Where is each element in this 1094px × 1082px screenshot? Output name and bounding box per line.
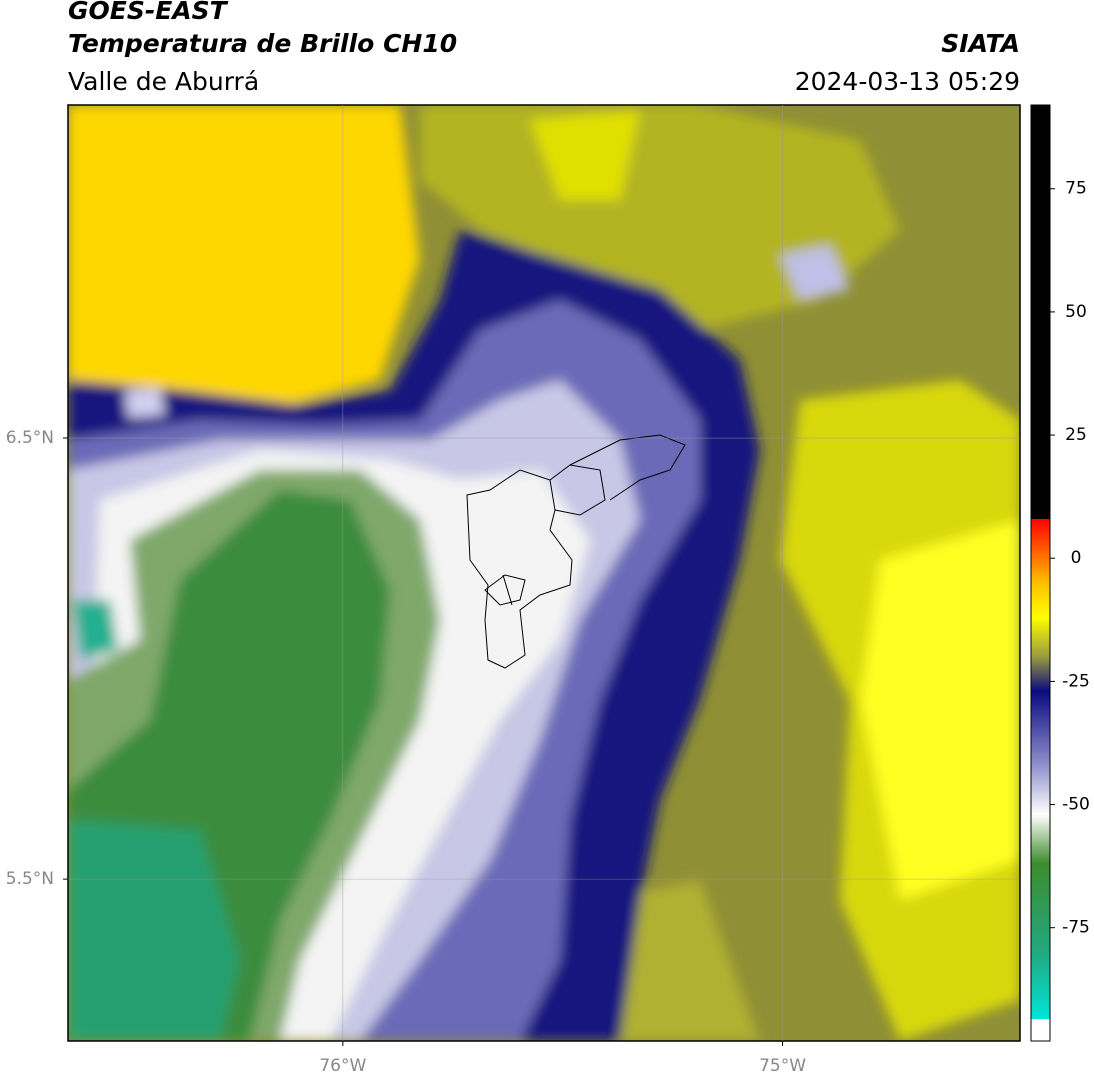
temperature-field [68, 105, 1020, 1041]
title: GOES-EAST [68, 0, 229, 25]
colorbar-tick-label: -50 [1062, 795, 1090, 815]
map-frame [67, 104, 1021, 1042]
colorbar-tick-label: -75 [1062, 918, 1090, 938]
region: Valle de Aburrá [68, 67, 259, 96]
y-tick-label: 6.5°N [6, 428, 54, 448]
colorbar-tick-label: 0 [1071, 548, 1082, 568]
colorbar-tick-label: -25 [1062, 671, 1090, 691]
source: SIATA [941, 29, 1020, 58]
datetime: 2024-03-13 05:29 [795, 67, 1020, 96]
colorbar-tick-label: 75 [1065, 179, 1087, 199]
y-tick-label: 5.5°N [6, 869, 54, 889]
colorbar-tick-label: 50 [1065, 302, 1087, 322]
x-tick-label: 76°W [319, 1056, 366, 1076]
municipality-boundaries [466, 434, 686, 669]
subtitle: Temperatura de Brillo CH10 [68, 29, 457, 58]
x-tick-label: 75°W [759, 1056, 806, 1076]
colorbar-tick-label: 25 [1065, 425, 1087, 445]
colorbar [1030, 104, 1051, 1042]
